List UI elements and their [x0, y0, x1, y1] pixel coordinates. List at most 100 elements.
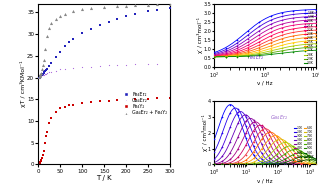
Point	[275, 163, 280, 166]
Point	[291, 9, 296, 12]
Point	[279, 44, 285, 47]
Point	[234, 53, 240, 56]
Point	[212, 163, 217, 166]
Point	[243, 163, 249, 166]
Point	[243, 163, 249, 166]
Point	[44, 135, 49, 138]
Point	[246, 33, 251, 36]
Point	[267, 163, 272, 166]
Y-axis label: χT / cm³KMol⁻¹: χT / cm³KMol⁻¹	[20, 61, 26, 107]
Point	[290, 163, 295, 166]
Point	[49, 22, 54, 25]
Point	[283, 153, 288, 156]
Point	[47, 65, 52, 68]
Point	[243, 163, 249, 166]
Point	[257, 53, 262, 56]
Point	[268, 47, 273, 50]
Point	[71, 67, 76, 70]
Point	[275, 153, 280, 156]
Point	[291, 24, 296, 27]
Point	[58, 50, 63, 53]
Point	[298, 162, 303, 165]
Point	[313, 32, 318, 35]
Point	[313, 36, 318, 39]
Point	[58, 107, 63, 110]
Point	[298, 163, 303, 166]
Point	[246, 40, 251, 43]
Point	[42, 48, 48, 51]
Point	[251, 140, 256, 143]
Point	[313, 29, 318, 32]
Point	[283, 141, 288, 144]
Point	[268, 27, 273, 30]
Point	[268, 41, 273, 44]
Point	[235, 148, 241, 151]
Point	[251, 163, 256, 166]
Point	[243, 144, 249, 147]
Point	[259, 161, 264, 164]
Point	[223, 55, 228, 58]
Point	[223, 55, 228, 58]
Point	[212, 51, 217, 54]
Point	[38, 162, 43, 165]
Point	[227, 163, 233, 166]
Point	[71, 9, 76, 12]
Point	[314, 163, 319, 166]
Point	[279, 11, 285, 14]
Point	[223, 55, 228, 58]
Point	[246, 29, 251, 32]
Point	[251, 134, 256, 137]
Point	[49, 116, 54, 119]
Point	[306, 163, 311, 166]
Point	[283, 163, 288, 166]
Point	[275, 134, 280, 137]
Point	[257, 33, 262, 36]
Point	[212, 55, 217, 58]
Point	[39, 73, 44, 76]
Point	[212, 162, 217, 165]
Point	[267, 141, 272, 144]
Point	[44, 68, 49, 71]
Point	[220, 163, 225, 166]
Point	[290, 163, 295, 166]
Point	[298, 163, 303, 166]
Text: Ga$_4$Er$_2$: Ga$_4$Er$_2$	[270, 113, 288, 122]
Point	[227, 163, 233, 166]
Point	[145, 62, 151, 65]
Point	[235, 111, 241, 114]
Point	[243, 153, 249, 156]
Point	[37, 77, 42, 80]
Point	[279, 22, 285, 26]
Point	[267, 162, 272, 165]
Point	[314, 163, 319, 166]
Point	[227, 161, 233, 164]
Point	[145, 3, 151, 6]
X-axis label: ν / Hz: ν / Hz	[257, 81, 273, 86]
Y-axis label: χ′ / cm³mol⁻¹: χ′ / cm³mol⁻¹	[197, 17, 203, 53]
Point	[235, 163, 241, 166]
Point	[257, 40, 262, 43]
Point	[234, 50, 240, 53]
Point	[41, 73, 46, 76]
Point	[306, 163, 311, 166]
Point	[220, 155, 225, 158]
Point	[251, 150, 256, 153]
Point	[275, 163, 280, 166]
Point	[314, 163, 319, 166]
Point	[42, 70, 47, 74]
Point	[235, 160, 241, 163]
Point	[53, 17, 58, 20]
Point	[283, 139, 288, 143]
Point	[234, 55, 240, 58]
Point	[71, 103, 76, 106]
Point	[53, 69, 58, 72]
Point	[314, 159, 319, 162]
Point	[290, 148, 295, 151]
Point	[306, 161, 311, 164]
Point	[62, 45, 67, 48]
Point	[246, 54, 251, 57]
Point	[314, 163, 319, 166]
Point	[212, 52, 217, 55]
Point	[268, 34, 273, 37]
Legend: 2.0K, 2.5K, 3.0K, 3.5K, 4.0K, 4.5K, 5.0K, 5.5K, 6.0K, 6.5K, 7.0K, 7.5K, 8.0K, 8.: 2.0K, 2.5K, 3.0K, 3.5K, 4.0K, 4.5K, 5.0K…	[294, 126, 315, 163]
